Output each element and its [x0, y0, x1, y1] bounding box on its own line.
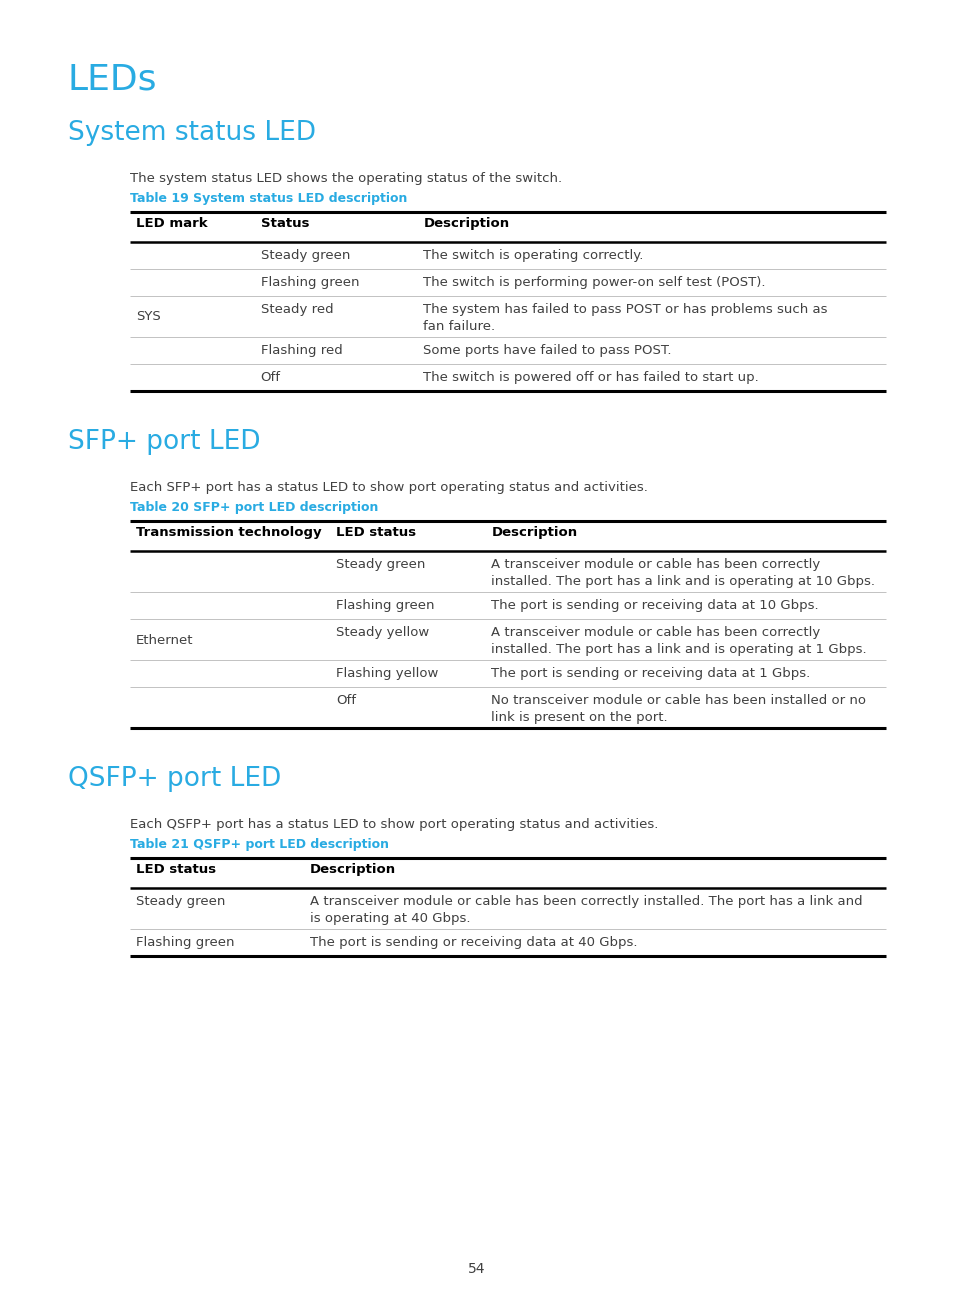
Text: Steady green: Steady green: [260, 249, 350, 262]
Text: Table 19 System status LED description: Table 19 System status LED description: [130, 192, 407, 205]
Text: The switch is performing power-on self test (POST).: The switch is performing power-on self t…: [423, 276, 765, 289]
Text: The port is sending or receiving data at 1 Gbps.: The port is sending or receiving data at…: [491, 667, 810, 680]
Text: Transmission technology: Transmission technology: [136, 526, 321, 539]
Text: Steady green: Steady green: [136, 896, 225, 908]
Text: Description: Description: [310, 863, 395, 876]
Text: SFP+ port LED: SFP+ port LED: [68, 429, 260, 455]
Text: Flashing yellow: Flashing yellow: [336, 667, 438, 680]
Text: Description: Description: [491, 526, 577, 539]
Text: Flashing green: Flashing green: [336, 599, 435, 612]
Text: LEDs: LEDs: [68, 62, 157, 96]
Text: Table 21 QSFP+ port LED description: Table 21 QSFP+ port LED description: [130, 839, 389, 851]
Text: Flashing red: Flashing red: [260, 343, 342, 356]
Text: The system status LED shows the operating status of the switch.: The system status LED shows the operatin…: [130, 172, 561, 185]
Text: Each QSFP+ port has a status LED to show port operating status and activities.: Each QSFP+ port has a status LED to show…: [130, 818, 658, 831]
Text: Steady yellow: Steady yellow: [336, 626, 429, 639]
Text: A transceiver module or cable has been correctly
installed. The port has a link : A transceiver module or cable has been c…: [491, 559, 875, 588]
Text: Ethernet: Ethernet: [136, 634, 193, 647]
Text: System status LED: System status LED: [68, 121, 315, 146]
Text: SYS: SYS: [136, 311, 161, 324]
Text: LED status: LED status: [136, 863, 216, 876]
Text: The port is sending or receiving data at 10 Gbps.: The port is sending or receiving data at…: [491, 599, 818, 612]
Text: Off: Off: [260, 371, 280, 384]
Text: Table 20 SFP+ port LED description: Table 20 SFP+ port LED description: [130, 502, 378, 515]
Text: LED status: LED status: [336, 526, 416, 539]
Text: Off: Off: [336, 693, 356, 708]
Text: The port is sending or receiving data at 40 Gbps.: The port is sending or receiving data at…: [310, 936, 637, 949]
Text: Flashing green: Flashing green: [260, 276, 359, 289]
Text: The system has failed to pass POST or has problems such as
fan failure.: The system has failed to pass POST or ha…: [423, 303, 827, 333]
Text: Steady red: Steady red: [260, 303, 333, 316]
Text: 54: 54: [468, 1262, 485, 1277]
Text: A transceiver module or cable has been correctly
installed. The port has a link : A transceiver module or cable has been c…: [491, 626, 866, 656]
Text: A transceiver module or cable has been correctly installed. The port has a link : A transceiver module or cable has been c…: [310, 896, 862, 925]
Text: Each SFP+ port has a status LED to show port operating status and activities.: Each SFP+ port has a status LED to show …: [130, 481, 647, 494]
Text: The switch is powered off or has failed to start up.: The switch is powered off or has failed …: [423, 371, 759, 384]
Text: QSFP+ port LED: QSFP+ port LED: [68, 766, 281, 792]
Text: Description: Description: [423, 216, 509, 229]
Text: Flashing green: Flashing green: [136, 936, 234, 949]
Text: Status: Status: [260, 216, 309, 229]
Text: Steady green: Steady green: [336, 559, 425, 572]
Text: No transceiver module or cable has been installed or no
link is present on the p: No transceiver module or cable has been …: [491, 693, 865, 724]
Text: The switch is operating correctly.: The switch is operating correctly.: [423, 249, 643, 262]
Text: Some ports have failed to pass POST.: Some ports have failed to pass POST.: [423, 343, 671, 356]
Text: LED mark: LED mark: [136, 216, 208, 229]
